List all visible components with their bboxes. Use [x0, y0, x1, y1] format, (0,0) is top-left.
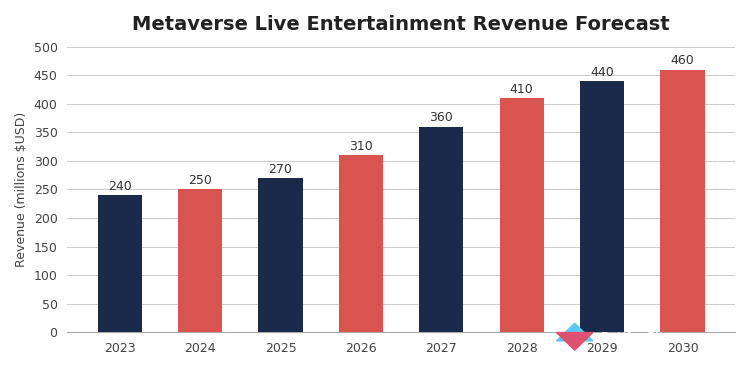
- Text: 460: 460: [670, 54, 694, 67]
- Text: 250: 250: [188, 174, 212, 187]
- Text: 270: 270: [268, 163, 292, 176]
- Bar: [500, 98, 544, 332]
- Bar: [178, 189, 222, 332]
- Text: 240: 240: [108, 180, 131, 193]
- Text: 360: 360: [430, 111, 453, 124]
- Title: Metaverse Live Entertainment Revenue Forecast: Metaverse Live Entertainment Revenue For…: [132, 15, 670, 34]
- Text: 410: 410: [510, 83, 533, 96]
- Text: BettingSites: BettingSites: [601, 332, 678, 342]
- Text: 310: 310: [349, 140, 373, 153]
- Bar: [98, 195, 142, 332]
- Bar: [259, 178, 303, 332]
- Bar: [419, 127, 464, 332]
- Y-axis label: Revenue (millions $USD): Revenue (millions $USD): [15, 112, 28, 267]
- Bar: [661, 70, 705, 332]
- Bar: [580, 81, 624, 332]
- Text: 440: 440: [590, 65, 614, 79]
- Polygon shape: [556, 333, 592, 350]
- Polygon shape: [556, 323, 592, 341]
- Bar: [339, 155, 383, 332]
